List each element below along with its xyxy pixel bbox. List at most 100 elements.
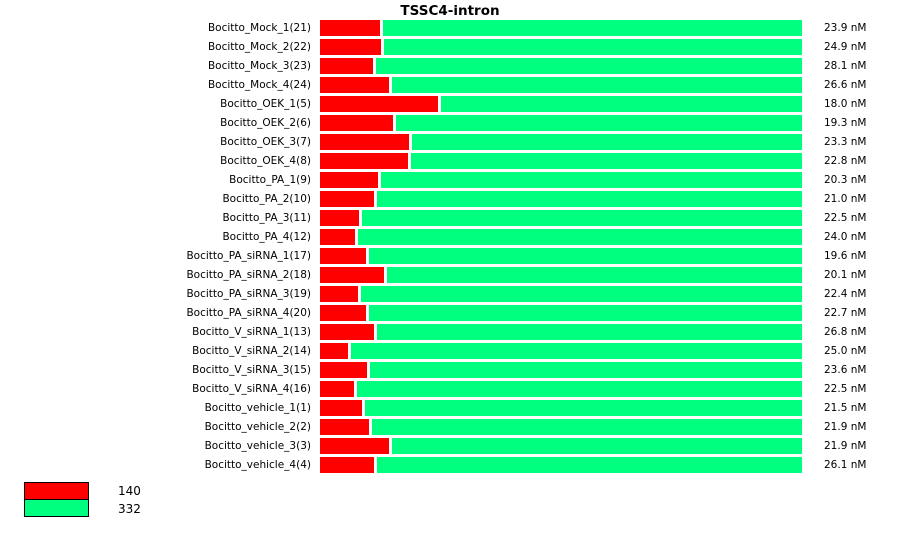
bar-segment-332[interactable] [387, 267, 802, 283]
stacked-bar[interactable] [320, 286, 802, 302]
bar-segment-332[interactable] [357, 381, 802, 397]
row-label: Bocitto_OEK_4(8) [220, 155, 311, 167]
row-value: 22.8 nM [824, 155, 867, 167]
bar-segment-332[interactable] [358, 229, 802, 245]
stacked-bar[interactable] [320, 210, 802, 226]
bar-segment-140[interactable] [320, 58, 373, 74]
stacked-bar[interactable] [320, 96, 802, 112]
stacked-bar[interactable] [320, 248, 802, 264]
bar-segment-140[interactable] [320, 115, 393, 131]
stacked-bar[interactable] [320, 229, 802, 245]
bar-segment-332[interactable] [381, 172, 802, 188]
stacked-bar[interactable] [320, 20, 802, 36]
stacked-bar[interactable] [320, 438, 802, 454]
bar-segment-140[interactable] [320, 77, 389, 93]
bar-row: Bocitto_PA_1(9) 20.3 nM [0, 172, 900, 191]
row-label: Bocitto_PA_2(10) [222, 193, 311, 205]
bar-segment-332[interactable] [361, 286, 802, 302]
row-label: Bocitto_PA_3(11) [222, 212, 311, 224]
bar-segment-140[interactable] [320, 172, 378, 188]
bar-segment-140[interactable] [320, 286, 358, 302]
stacked-bar[interactable] [320, 39, 802, 55]
row-value: 20.3 nM [824, 174, 867, 186]
bar-segment-332[interactable] [365, 400, 802, 416]
row-value: 23.9 nM [824, 22, 867, 34]
chart-title: TSSC4-intron [400, 3, 500, 19]
stacked-bar[interactable] [320, 134, 802, 150]
bar-segment-140[interactable] [320, 248, 366, 264]
bar-segment-332[interactable] [372, 419, 802, 435]
bar-segment-332[interactable] [383, 20, 802, 36]
bar-segment-140[interactable] [320, 267, 384, 283]
bar-segment-332[interactable] [376, 58, 802, 74]
row-label: Bocitto_Mock_2(22) [207, 41, 311, 53]
row-value: 21.5 nM [824, 402, 867, 414]
bar-segment-140[interactable] [320, 39, 381, 55]
bar-segment-140[interactable] [320, 153, 408, 169]
stacked-bar[interactable] [320, 400, 802, 416]
bar-row: Bocitto_V_siRNA_1(13) 26.8 nM [0, 324, 900, 343]
stacked-bar[interactable] [320, 457, 802, 473]
legend: 140 332 [24, 482, 141, 518]
stacked-bar[interactable] [320, 77, 802, 93]
bar-segment-332[interactable] [351, 343, 802, 359]
row-value: 20.1 nM [824, 269, 867, 281]
bar-segment-140[interactable] [320, 381, 354, 397]
row-label: Bocitto_vehicle_4(4) [204, 459, 311, 471]
bar-segment-332[interactable] [377, 191, 802, 207]
row-value: 24.0 nM [824, 231, 867, 243]
stacked-bar[interactable] [320, 115, 802, 131]
stacked-bar[interactable] [320, 324, 802, 340]
stacked-bar[interactable] [320, 267, 802, 283]
row-label: Bocitto_OEK_1(5) [220, 98, 311, 110]
bar-segment-332[interactable] [362, 210, 802, 226]
row-label: Bocitto_vehicle_1(1) [204, 402, 311, 414]
bar-segment-332[interactable] [411, 153, 802, 169]
bar-segment-332[interactable] [377, 457, 802, 473]
bar-segment-332[interactable] [441, 96, 802, 112]
row-value: 26.8 nM [824, 326, 867, 338]
stacked-bar[interactable] [320, 191, 802, 207]
bar-segment-332[interactable] [396, 115, 802, 131]
bar-segment-140[interactable] [320, 210, 359, 226]
bar-segment-332[interactable] [370, 362, 802, 378]
bar-segment-140[interactable] [320, 20, 380, 36]
bar-segment-140[interactable] [320, 134, 409, 150]
row-value: 22.5 nM [824, 212, 867, 224]
row-label: Bocitto_PA_siRNA_2(18) [186, 269, 311, 281]
bar-segment-140[interactable] [320, 419, 369, 435]
stacked-bar[interactable] [320, 362, 802, 378]
stacked-bar[interactable] [320, 172, 802, 188]
stacked-bar[interactable] [320, 419, 802, 435]
bar-segment-140[interactable] [320, 438, 389, 454]
bar-segment-140[interactable] [320, 191, 374, 207]
row-label: Bocitto_V_siRNA_1(13) [192, 326, 311, 338]
row-value: 22.4 nM [824, 288, 867, 300]
stacked-bar[interactable] [320, 343, 802, 359]
stacked-bar[interactable] [320, 58, 802, 74]
bar-segment-140[interactable] [320, 324, 374, 340]
bar-segment-332[interactable] [377, 324, 802, 340]
stacked-bar[interactable] [320, 381, 802, 397]
bar-segment-140[interactable] [320, 400, 362, 416]
stacked-bar[interactable] [320, 305, 802, 321]
row-label: Bocitto_V_siRNA_3(15) [192, 364, 311, 376]
bar-row: Bocitto_OEK_4(8) 22.8 nM [0, 153, 900, 172]
bar-segment-332[interactable] [392, 438, 802, 454]
bar-segment-140[interactable] [320, 362, 367, 378]
row-value: 26.1 nM [824, 459, 867, 471]
bar-segment-332[interactable] [384, 39, 802, 55]
stacked-bar[interactable] [320, 153, 802, 169]
bar-segment-140[interactable] [320, 343, 348, 359]
row-label: Bocitto_PA_siRNA_1(17) [186, 250, 311, 262]
bar-segment-332[interactable] [369, 305, 802, 321]
bar-segment-140[interactable] [320, 457, 374, 473]
bar-row: Bocitto_V_siRNA_2(14) 25.0 nM [0, 343, 900, 362]
bar-segment-140[interactable] [320, 96, 438, 112]
bar-segment-140[interactable] [320, 305, 366, 321]
row-value: 26.6 nM [824, 79, 867, 91]
bar-segment-332[interactable] [412, 134, 802, 150]
bar-segment-332[interactable] [392, 77, 802, 93]
bar-segment-140[interactable] [320, 229, 355, 245]
bar-segment-332[interactable] [369, 248, 802, 264]
